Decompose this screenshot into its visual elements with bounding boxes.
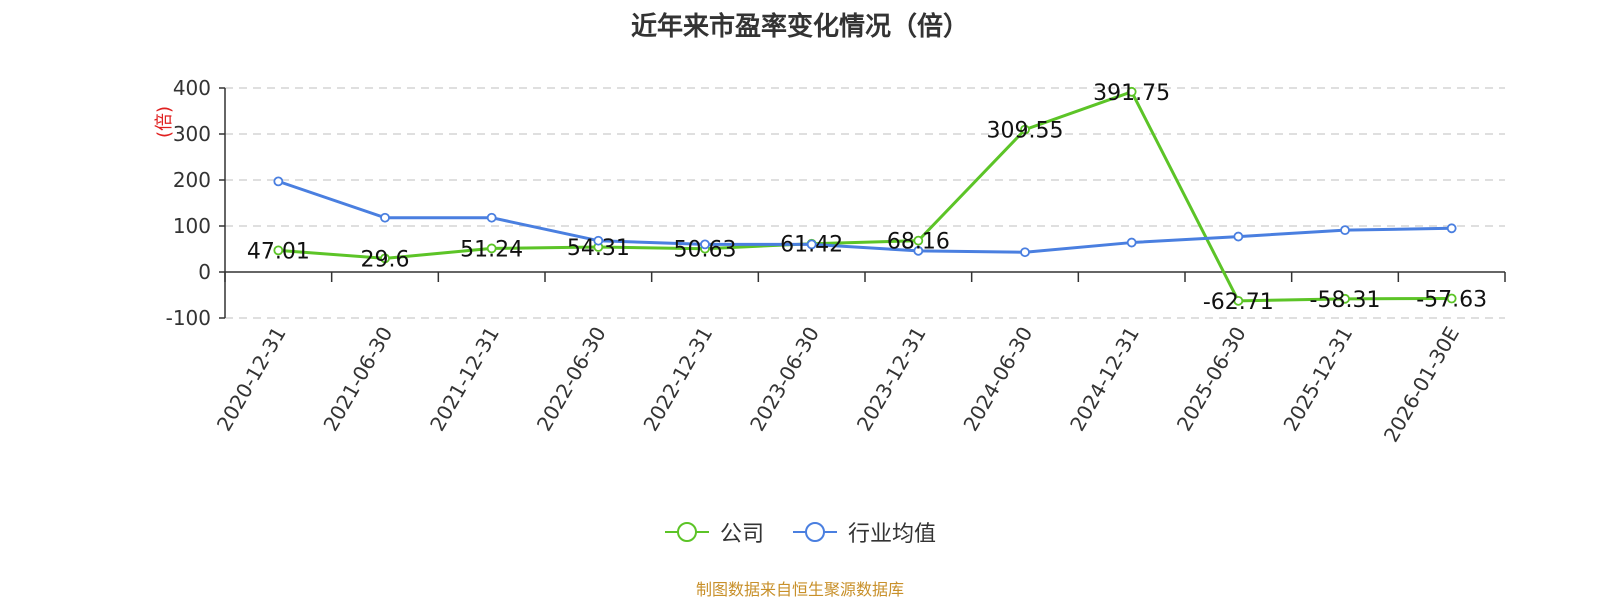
data-point-company	[380, 253, 390, 264]
data-label: 47.01	[247, 239, 310, 264]
x-tick-label: 2021-12-31	[425, 322, 504, 435]
x-tick-label: 2022-12-31	[638, 323, 717, 436]
y-tick-label: 300	[173, 122, 211, 146]
gridlines	[225, 87, 1505, 319]
data-label: -58.31	[1310, 288, 1381, 313]
x-tick-label: 2022-06-30	[532, 323, 611, 436]
legend-label-industry-average: 行业均值	[848, 522, 937, 547]
legend-label-company: 公司	[719, 522, 764, 547]
data-point-industry-average	[1020, 247, 1030, 258]
data-label: -57.63	[1416, 288, 1487, 313]
data-point-company	[1340, 293, 1350, 304]
x-tick-label: 2025-06-30	[1172, 323, 1251, 436]
data-point-company	[1233, 295, 1244, 306]
x-tick-label: 2025-12-31	[1278, 323, 1357, 436]
legend-item-company[interactable]: 公司	[664, 516, 764, 548]
data-point-company	[1126, 86, 1137, 97]
y-tick-label: 400	[173, 76, 211, 100]
series	[273, 86, 1457, 306]
y-tick-label: -100	[166, 306, 211, 330]
legend-marker-industry-average	[793, 522, 837, 542]
data-point-industry-average	[486, 212, 497, 223]
legend: 公司 行业均值	[0, 516, 1600, 548]
y-tick-label: 0	[198, 260, 211, 284]
data-label: 29.6	[361, 247, 410, 272]
data-point-company	[1446, 293, 1457, 304]
data-point-company	[913, 235, 924, 246]
y-tick-label: 100	[173, 214, 211, 238]
data-point-industry-average	[1126, 237, 1137, 248]
data-point-industry-average	[1233, 231, 1244, 242]
data-label: 51.24	[460, 237, 523, 262]
series-line-company	[278, 90, 1452, 303]
data-point-industry-average	[1446, 223, 1457, 234]
x-tick-label: 2021-06-30	[318, 323, 397, 436]
source-note: 制图数据来自恒生聚源数据库	[695, 580, 904, 599]
data-labels: 47.01 29.6 51.24 54.31 50.63 61.42 68.16 309.55…	[247, 81, 1487, 315]
data-point-company	[273, 245, 284, 256]
legend-item-industry-average[interactable]: 行业均值	[792, 516, 936, 548]
x-tick-label: 2024-12-31	[1065, 323, 1144, 436]
data-point-company	[486, 243, 497, 254]
data-point-industry-average	[380, 212, 390, 223]
data-point-industry-average	[913, 245, 924, 256]
data-label: 391.75	[1093, 81, 1170, 106]
data-label: -62.71	[1203, 290, 1274, 315]
x-tick-label: 2020-12-31	[212, 323, 291, 436]
data-label: 68.16	[887, 230, 950, 255]
data-point-company	[1020, 124, 1030, 135]
series-line-industry-average	[277, 179, 1452, 254]
data-point-industry-average	[1340, 225, 1350, 236]
data-label: 54.31	[567, 236, 630, 261]
chart-title: 近年来市盈率变化情况（倍）	[630, 12, 969, 42]
x-tick-label: 2024-06-30	[958, 323, 1037, 436]
legend-marker-company	[664, 522, 709, 542]
x-tick-label: 2023-12-31	[852, 322, 931, 435]
x-tick-label: 2026-01-30E	[1379, 323, 1464, 447]
x-tick-label: 2023-06-30	[745, 323, 824, 436]
data-label: 309.55	[987, 119, 1064, 144]
data-label: 50.63	[674, 238, 737, 263]
data-point-industry-average	[806, 239, 817, 250]
data-point-industry-average	[273, 176, 284, 187]
y-axis-label: (倍)	[154, 106, 175, 138]
y-tick-label: 200	[173, 168, 211, 192]
data-point-industry-average	[700, 239, 710, 250]
data-point-industry-average	[593, 235, 604, 246]
data-label: 61.42	[780, 233, 843, 258]
